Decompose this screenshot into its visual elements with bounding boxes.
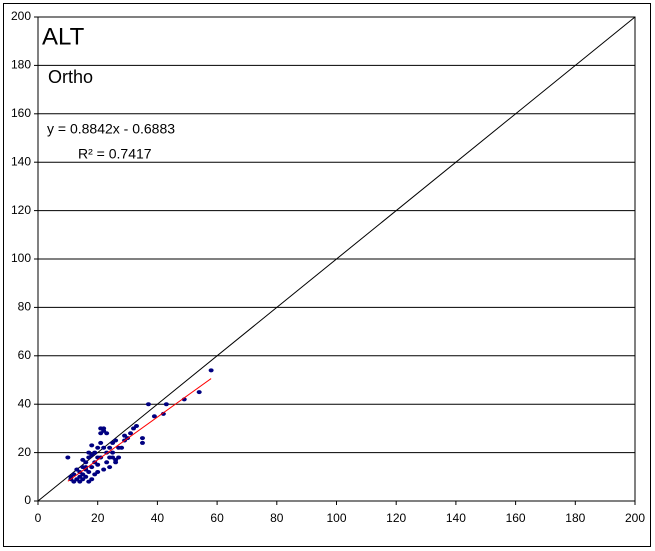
- trendline: [67, 378, 212, 482]
- data-point: [104, 460, 110, 465]
- data-point: [113, 460, 119, 465]
- x-tick-label: 140: [446, 511, 466, 525]
- x-tick-label: 60: [210, 511, 224, 525]
- data-point: [145, 402, 151, 407]
- x-tick-label: 80: [270, 511, 284, 525]
- data-point: [101, 445, 107, 450]
- r-squared-label: R² = 0.7417: [78, 146, 152, 162]
- x-tick-label: 160: [506, 511, 526, 525]
- x-tick-label: 0: [35, 511, 42, 525]
- data-point: [139, 440, 145, 445]
- data-point: [107, 465, 113, 470]
- equation-label: y = 0.8842x - 0.6883: [47, 121, 175, 137]
- data-point: [196, 390, 202, 395]
- data-point: [95, 445, 101, 450]
- data-point: [104, 450, 110, 455]
- data-point: [89, 465, 95, 470]
- y-tick-label: 80: [18, 300, 32, 314]
- data-point: [98, 426, 104, 431]
- data-point: [163, 402, 169, 407]
- data-point: [107, 445, 113, 450]
- y-tick-label: 120: [11, 203, 31, 217]
- data-point: [86, 479, 92, 484]
- data-point: [122, 433, 128, 438]
- data-point: [128, 431, 134, 436]
- data-point: [104, 431, 110, 436]
- chart-title: ALT: [42, 23, 85, 50]
- x-tick-label: 20: [91, 511, 105, 525]
- data-point: [116, 445, 122, 450]
- x-tick-label: 200: [625, 511, 645, 525]
- chart-subtitle: Ortho: [48, 67, 93, 87]
- data-point: [160, 411, 166, 416]
- data-point: [116, 455, 122, 460]
- y-tick-label: 140: [11, 154, 31, 168]
- y-tick-label: 60: [18, 348, 32, 362]
- data-point: [113, 438, 119, 443]
- data-point: [74, 467, 80, 472]
- data-point: [110, 455, 116, 460]
- data-point: [86, 450, 92, 455]
- identity-line: [37, 16, 636, 502]
- data-point: [110, 450, 116, 455]
- data-point: [139, 436, 145, 441]
- data-point: [89, 443, 95, 448]
- y-tick-label: 200: [11, 9, 31, 23]
- data-point: [80, 457, 86, 462]
- data-point: [98, 440, 104, 445]
- data-point: [151, 414, 157, 419]
- data-point: [131, 426, 137, 431]
- y-tick-label: 40: [18, 396, 32, 410]
- data-point: [208, 368, 214, 373]
- y-tick-label: 0: [24, 493, 31, 507]
- x-tick-label: 120: [386, 511, 406, 525]
- y-tick-label: 20: [18, 445, 32, 459]
- x-tick-label: 40: [151, 511, 165, 525]
- y-tick-label: 180: [11, 58, 31, 72]
- x-tick-label: 180: [565, 511, 585, 525]
- data-point: [98, 431, 104, 436]
- y-tick-label: 100: [11, 251, 31, 265]
- data-point: [65, 455, 71, 460]
- data-point: [101, 467, 107, 472]
- x-tick-label: 100: [326, 511, 346, 525]
- y-tick-label: 160: [11, 106, 31, 120]
- data-point: [95, 469, 101, 474]
- data-point: [86, 455, 92, 460]
